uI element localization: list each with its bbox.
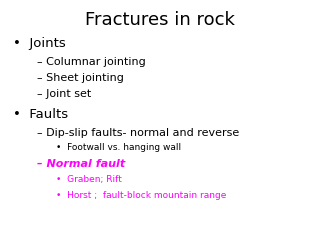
Text: – Normal fault: – Normal fault <box>37 159 125 169</box>
Text: – Joint set: – Joint set <box>37 89 91 99</box>
Text: •  Graben; Rift: • Graben; Rift <box>56 175 122 184</box>
Text: •  Faults: • Faults <box>13 108 68 121</box>
Text: – Sheet jointing: – Sheet jointing <box>37 73 124 83</box>
Text: •  Horst ;  fault-block mountain range: • Horst ; fault-block mountain range <box>56 191 226 200</box>
Text: •  Joints: • Joints <box>13 37 66 50</box>
Text: – Dip-slip faults- normal and reverse: – Dip-slip faults- normal and reverse <box>37 128 239 138</box>
Text: – Columnar jointing: – Columnar jointing <box>37 57 146 67</box>
Text: •  Footwall vs. hanging wall: • Footwall vs. hanging wall <box>56 143 181 152</box>
Text: Fractures in rock: Fractures in rock <box>85 11 235 29</box>
